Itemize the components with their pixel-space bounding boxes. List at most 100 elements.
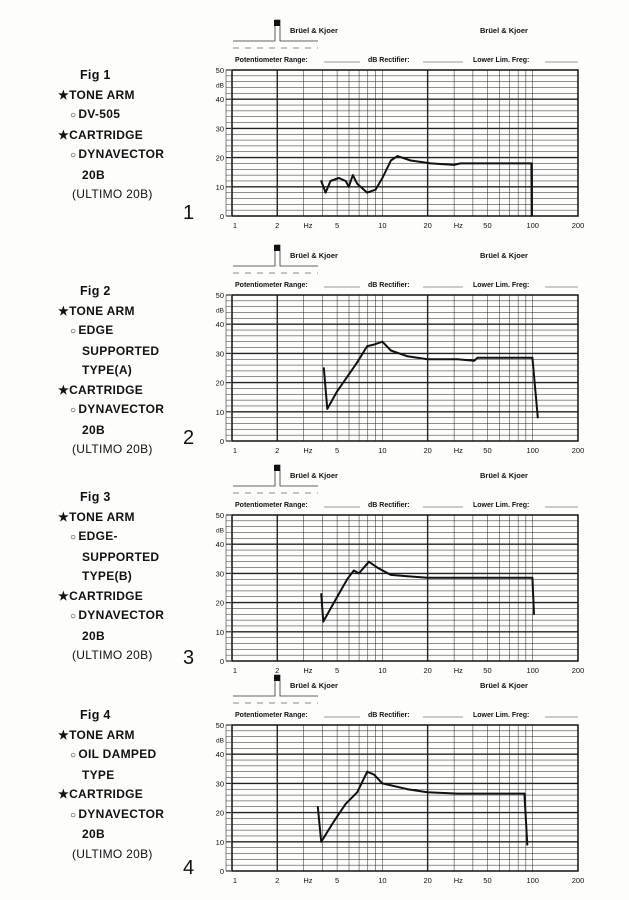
- plot-frame: [231, 69, 579, 217]
- spec-line: ★CARTRIDGE: [58, 381, 164, 401]
- spec-text: 20B: [82, 167, 105, 182]
- figure-number: 1: [183, 202, 195, 224]
- rectifier-label: dB Rectifier:: [368, 57, 410, 64]
- spec-line: ★TONE ARM: [58, 726, 164, 746]
- circle-bullet-icon: ○: [70, 750, 77, 761]
- data-point: [530, 215, 533, 217]
- spec-text: (ULTIMO 20B): [72, 442, 153, 456]
- figure-label: Fig 1: [80, 68, 111, 82]
- spec-line: ★CARTRIDGE: [58, 126, 164, 146]
- y-tick-label: 20: [216, 379, 224, 388]
- grid: [232, 69, 579, 217]
- brand-label: Brüel & Kjoer: [480, 26, 528, 35]
- spec-text: TONE ARM: [69, 509, 135, 524]
- data-point: [332, 601, 335, 604]
- data-point: [536, 416, 539, 419]
- x-tick-label: 20: [423, 666, 431, 675]
- spec-text: 20B: [82, 422, 105, 437]
- x-tick-label: 5: [335, 666, 339, 675]
- x-tick-label: 1: [233, 221, 237, 230]
- data-point: [409, 159, 412, 162]
- data-point: [320, 840, 323, 843]
- spec-text: (ULTIMO 20B): [72, 187, 153, 201]
- spec-text: DYNAVECTOR: [78, 608, 165, 622]
- lower-limit-frequency-label: Lower Lim. Freg:: [473, 282, 529, 289]
- frequency-response-chart: Brüel & Kjoer Brüel & Kjoer Potentiometer …: [216, 674, 584, 885]
- data-point: [456, 358, 459, 361]
- y-tick-label: 20: [216, 154, 224, 163]
- frequency-response-chart: Brüel & Kjoer Brüel & Kjoer Potentiometer …: [216, 19, 585, 230]
- figure-label: Fig 2: [80, 284, 111, 298]
- spec-line: ○ DV-505: [58, 105, 164, 126]
- spec-text: CARTRIDGE: [69, 382, 144, 397]
- data-point: [366, 345, 369, 347]
- data-point: [356, 182, 359, 185]
- data-point: [338, 177, 340, 179]
- brand-label: Brüel & Kjoer: [290, 26, 338, 35]
- x-tick-label: 200: [572, 221, 585, 230]
- data-point: [426, 576, 429, 579]
- x-tick-label: 2: [275, 446, 279, 455]
- spec-line: 20B: [58, 825, 164, 845]
- x-tick-label: 10: [378, 666, 386, 675]
- spec-text: DYNAVECTOR: [78, 402, 165, 416]
- x-tick-label: 50: [483, 446, 491, 455]
- spec-text: DV-505: [78, 107, 121, 121]
- data-point: [523, 792, 526, 795]
- circle-bullet-icon: ○: [70, 110, 77, 121]
- data-point: [366, 770, 369, 773]
- data-point: [476, 356, 479, 359]
- bk-logo-icon: [233, 464, 318, 494]
- lower-limit-frequency-label: Lower Lim. Freg:: [473, 502, 529, 509]
- x-tick-label: Hz: [303, 446, 312, 455]
- frequency-response-chart: Brüel & Kjoer Brüel & Kjoer Potentiometer …: [216, 244, 584, 455]
- star-bullet-icon: ★: [58, 303, 70, 318]
- star-bullet-icon: ★: [58, 382, 70, 397]
- y-tick-label: 50: [216, 511, 224, 520]
- figure-number: 2: [183, 427, 195, 449]
- spec-line: ○ EDGE-: [58, 527, 164, 548]
- data-point: [429, 162, 432, 165]
- data-point: [473, 359, 476, 362]
- x-tick-label: 2: [275, 876, 279, 885]
- star-bullet-icon: ★: [58, 127, 70, 142]
- brand-label: Brüel & Kjoer: [290, 251, 338, 260]
- circle-bullet-icon: ○: [70, 611, 77, 622]
- brand-label: Brüel & Kjoer: [480, 251, 528, 260]
- lower-limit-frequency-label: Lower Lim. Freg:: [473, 712, 529, 719]
- brand-label: Brüel & Kjoer: [480, 471, 528, 480]
- grid: [232, 294, 579, 442]
- spec-text: (ULTIMO 20B): [72, 846, 153, 861]
- star-bullet-icon: ★: [58, 588, 70, 603]
- spec-line: ○ DYNAVECTOR: [58, 805, 164, 826]
- x-tick-label: 2: [275, 221, 279, 230]
- potentiometer-range-label: Potentiometer Range:: [235, 57, 308, 64]
- spec-line: SUPPORTED: [58, 548, 164, 568]
- plot-frame: [231, 294, 579, 442]
- spec-line: ★TONE ARM: [58, 302, 164, 322]
- y-tick-label: 10: [216, 838, 224, 847]
- x-tick-label: 1: [233, 446, 237, 455]
- data-point: [332, 820, 335, 823]
- star-bullet-icon: ★: [58, 727, 70, 742]
- data-point: [533, 613, 535, 616]
- y-tick-label: 50: [216, 66, 224, 75]
- circle-bullet-icon: ○: [70, 326, 77, 337]
- data-point: [320, 180, 323, 182]
- data-point: [381, 340, 384, 343]
- x-tick-label: 10: [378, 446, 386, 455]
- spec-text: TONE ARM: [69, 87, 135, 102]
- brand-label: Brüel & Kjoer: [290, 471, 338, 480]
- spec-line: ★CARTRIDGE: [58, 587, 164, 607]
- figure-description: Fig 4 ★TONE ARM ○ OIL DAMPED TYPE ★CARTRIDGE ○…: [58, 706, 164, 864]
- spec-line: ○ DYNAVECTOR: [58, 400, 164, 421]
- data-point: [531, 576, 534, 579]
- x-tick-label: 5: [335, 221, 339, 230]
- data-point: [390, 159, 392, 162]
- x-tick-label: 5: [335, 876, 339, 885]
- bk-logo-icon: [233, 19, 318, 49]
- plot-frame: [231, 724, 579, 872]
- spec-line: ★TONE ARM: [58, 508, 164, 528]
- figure-number: 4: [183, 857, 195, 879]
